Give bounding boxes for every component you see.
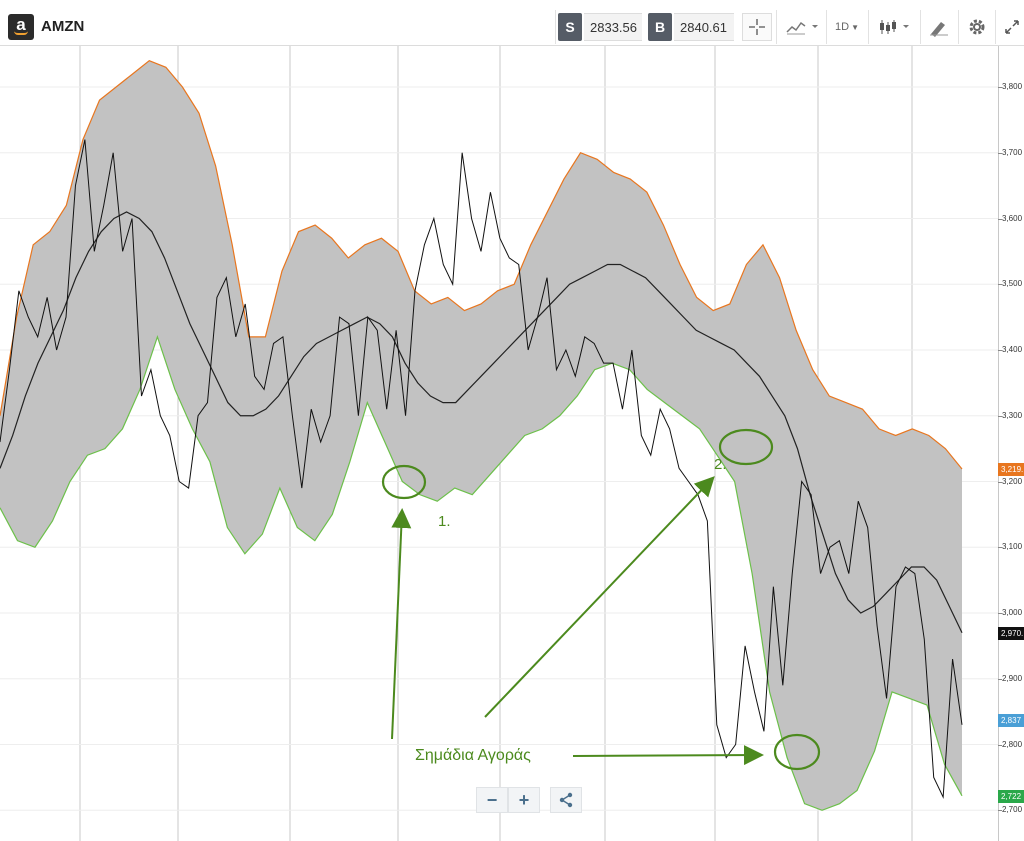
chevron-down-icon: ▼ bbox=[851, 23, 859, 32]
y-tick-label: 3,500 bbox=[1002, 279, 1023, 289]
expand-icon bbox=[1005, 20, 1019, 34]
chart-toolbar: a AMZN S 2833.56 B 2840.61 1D ▼ bbox=[0, 0, 1024, 46]
expand-button[interactable] bbox=[1000, 13, 1024, 41]
y-tick-mark bbox=[998, 218, 1002, 220]
arrow-to-signal-1 bbox=[391, 508, 412, 740]
y-tick-mark bbox=[998, 284, 1002, 286]
zoom-in-button[interactable]: + bbox=[508, 787, 540, 813]
y-tick-label: 3,800 bbox=[1002, 82, 1023, 91]
zoom-out-button[interactable]: − bbox=[476, 787, 508, 813]
settings-button[interactable] bbox=[963, 13, 991, 41]
crosshair-icon bbox=[749, 19, 765, 35]
y-tick-mark bbox=[998, 547, 1002, 549]
timeframe-button[interactable]: 1D ▼ bbox=[831, 13, 863, 41]
line-chart-icon bbox=[786, 21, 818, 35]
arrow-to-signal-2 bbox=[484, 476, 715, 718]
annotation-label-2: 2. bbox=[714, 456, 727, 473]
buy-signals-label: Σημάδια Αγοράς bbox=[415, 747, 531, 764]
middle-band-line bbox=[0, 211, 963, 633]
upper-band-line bbox=[0, 60, 963, 470]
gear-icon bbox=[969, 19, 985, 35]
instrument-symbol: AMZN bbox=[41, 18, 85, 35]
buy-badge[interactable]: B bbox=[648, 13, 672, 41]
buy-signal-circle-2 bbox=[718, 428, 774, 466]
y-tick-label: 2,900 bbox=[1002, 673, 1023, 683]
arrow-to-signal-3 bbox=[572, 745, 764, 766]
timeframe-label: 1D bbox=[835, 21, 850, 33]
toolbar-divider bbox=[555, 10, 556, 44]
annotation-label-1: 1. bbox=[438, 513, 451, 530]
price-line bbox=[0, 139, 963, 800]
current-price-label: 2,722 bbox=[998, 789, 1024, 803]
y-tick-mark bbox=[998, 152, 1002, 154]
y-tick-mark bbox=[998, 613, 1002, 614]
y-tick-label: 2,700 bbox=[1002, 805, 1023, 815]
lower-band-line bbox=[0, 334, 963, 811]
sell-price[interactable]: 2833.56 bbox=[584, 13, 642, 41]
toolbar-divider bbox=[826, 10, 827, 44]
y-tick-mark bbox=[998, 415, 1002, 417]
toolbar-divider bbox=[776, 10, 777, 44]
y-tick-mark bbox=[998, 678, 1002, 680]
current-price-label: 3,219. bbox=[998, 463, 1024, 476]
drawing-tools-button[interactable] bbox=[925, 13, 953, 41]
candlestick-icon bbox=[880, 20, 909, 34]
y-tick-label: 3,100 bbox=[1002, 542, 1023, 552]
y-tick-label: 3,200 bbox=[1002, 476, 1023, 486]
y-tick-mark bbox=[998, 350, 1002, 351]
sell-badge[interactable]: S bbox=[558, 13, 582, 41]
toolbar-divider bbox=[868, 10, 869, 44]
y-tick-label: 3,400 bbox=[1002, 345, 1023, 354]
candle-type-button[interactable] bbox=[875, 13, 915, 41]
toolbar-divider bbox=[958, 10, 959, 44]
buy-signal-circle-3 bbox=[773, 733, 821, 771]
y-tick-label: 3,600 bbox=[1002, 213, 1023, 223]
current-price-label: 2,970. bbox=[998, 626, 1024, 640]
y-tick-mark bbox=[998, 481, 1002, 483]
y-tick-label: 3,300 bbox=[1002, 410, 1023, 420]
draw-tool-icon bbox=[930, 22, 948, 37]
y-tick-label: 2,800 bbox=[1002, 739, 1023, 749]
y-tick-mark bbox=[998, 810, 1002, 812]
share-button[interactable] bbox=[550, 787, 582, 813]
share-icon bbox=[559, 792, 573, 808]
logo-letter: a bbox=[16, 15, 26, 34]
crosshair-button[interactable] bbox=[742, 13, 772, 41]
toolbar-divider bbox=[920, 10, 921, 44]
y-tick-mark bbox=[998, 744, 1002, 746]
buy-signal-circle-1 bbox=[381, 464, 427, 500]
bollinger-band-fill bbox=[0, 60, 962, 811]
price-axis bbox=[998, 46, 1024, 841]
price-chart[interactable] bbox=[0, 46, 1024, 841]
y-tick-label: 3,000 bbox=[1002, 608, 1023, 617]
current-price-label: 2,837 bbox=[998, 714, 1024, 728]
amazon-logo-icon: a bbox=[8, 14, 34, 40]
y-tick-mark bbox=[998, 87, 1002, 88]
y-tick-label: 3,700 bbox=[1002, 147, 1023, 157]
buy-price[interactable]: 2840.61 bbox=[674, 13, 734, 41]
chart-type-button[interactable] bbox=[783, 13, 823, 41]
toolbar-divider bbox=[995, 10, 996, 44]
